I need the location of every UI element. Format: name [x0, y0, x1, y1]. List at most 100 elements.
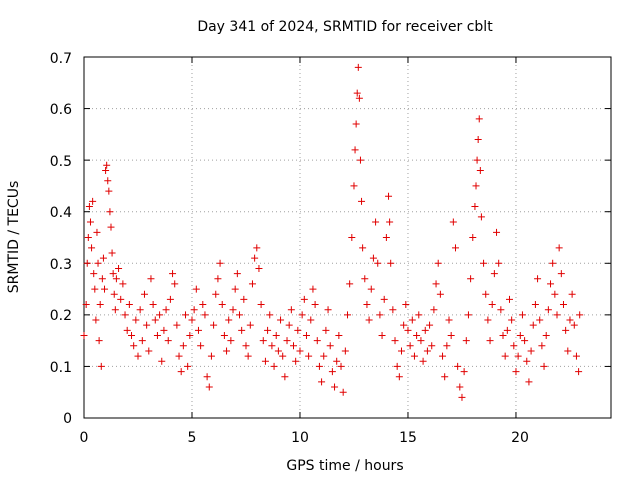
- data-point: [175, 352, 183, 360]
- data-point: [355, 94, 363, 102]
- data-point: [512, 368, 520, 376]
- data-point: [197, 342, 205, 350]
- data-point: [387, 259, 395, 267]
- data-point: [302, 331, 310, 339]
- data-point: [531, 301, 539, 309]
- data-point: [516, 331, 524, 339]
- data-point: [132, 316, 140, 324]
- x-tick-label: 0: [80, 430, 89, 446]
- data-point: [547, 280, 555, 288]
- data-point: [212, 290, 220, 298]
- data-point: [521, 337, 529, 345]
- data-point: [134, 352, 142, 360]
- data-point: [318, 378, 326, 386]
- data-point: [186, 331, 194, 339]
- data-point: [447, 331, 455, 339]
- data-point: [564, 347, 572, 355]
- data-point: [184, 362, 192, 370]
- data-point: [462, 337, 470, 345]
- x-tick-label: 10: [291, 430, 309, 446]
- data-point: [400, 321, 408, 329]
- data-point: [410, 352, 418, 360]
- data-point: [266, 311, 274, 319]
- data-point: [417, 337, 425, 345]
- data-point: [361, 275, 369, 283]
- data-point: [305, 352, 313, 360]
- data-point: [328, 368, 336, 376]
- data-point: [426, 321, 434, 329]
- data-point: [354, 63, 362, 71]
- data-point: [497, 306, 505, 314]
- data-point: [89, 197, 97, 205]
- data-point: [138, 337, 146, 345]
- data-point: [255, 264, 263, 272]
- data-point: [557, 270, 565, 278]
- data-point: [322, 326, 330, 334]
- data-point: [572, 352, 580, 360]
- data-point: [277, 316, 285, 324]
- y-tick-label: 0.3: [50, 257, 72, 273]
- data-point: [406, 342, 414, 350]
- data-point: [300, 295, 308, 303]
- y-tick-label: 0.2: [50, 308, 72, 324]
- data-point: [240, 295, 248, 303]
- y-tick-label: 0.1: [50, 360, 72, 376]
- data-point: [85, 203, 93, 211]
- data-point: [283, 337, 291, 345]
- data-point: [350, 182, 358, 190]
- data-point: [281, 373, 289, 381]
- y-tick-label: 0.4: [50, 205, 72, 221]
- data-point: [475, 115, 483, 123]
- data-point: [575, 368, 583, 376]
- data-point: [467, 275, 475, 283]
- y-tick-label: 0.7: [50, 51, 72, 67]
- data-point: [505, 295, 513, 303]
- data-point: [106, 208, 114, 216]
- data-point: [451, 244, 459, 252]
- data-point: [324, 306, 332, 314]
- data-point: [307, 316, 315, 324]
- data-point: [480, 259, 488, 267]
- data-point: [164, 337, 172, 345]
- data-point: [153, 331, 161, 339]
- data-point: [510, 342, 518, 350]
- y-tick-label: 0.6: [50, 102, 72, 118]
- data-point: [90, 270, 98, 278]
- data-point: [182, 311, 190, 319]
- axis-ticks: [83, 56, 611, 419]
- data-point: [454, 362, 462, 370]
- data-point: [568, 290, 576, 298]
- chart-title: Day 341 of 2024, SRMTID for receiver cbl…: [197, 19, 493, 35]
- data-point: [244, 352, 252, 360]
- data-point: [92, 316, 100, 324]
- data-point: [188, 316, 196, 324]
- data-point: [534, 275, 542, 283]
- x-tick-label: 20: [511, 430, 529, 446]
- data-point: [105, 187, 113, 195]
- data-point: [529, 321, 537, 329]
- data-point: [421, 326, 429, 334]
- data-point: [199, 301, 207, 309]
- data-point: [83, 259, 91, 267]
- data-point: [82, 301, 90, 309]
- data-point: [380, 295, 388, 303]
- data-point: [501, 352, 509, 360]
- y-axis-label: SRMTID / TECUs: [6, 181, 22, 294]
- data-point: [233, 270, 241, 278]
- data-point: [460, 368, 468, 376]
- data-point: [251, 254, 259, 262]
- data-point: [179, 342, 187, 350]
- data-point: [84, 234, 92, 241]
- data-points: [80, 63, 584, 401]
- data-point: [344, 311, 351, 319]
- data-point: [111, 306, 119, 314]
- data-point: [472, 182, 480, 190]
- grid-layer: [84, 57, 611, 418]
- data-point: [97, 362, 105, 370]
- data-point: [203, 373, 211, 381]
- data-point: [88, 244, 96, 252]
- data-point: [393, 362, 401, 370]
- data-point: [456, 383, 464, 391]
- data-point: [458, 393, 466, 401]
- data-point: [351, 146, 359, 154]
